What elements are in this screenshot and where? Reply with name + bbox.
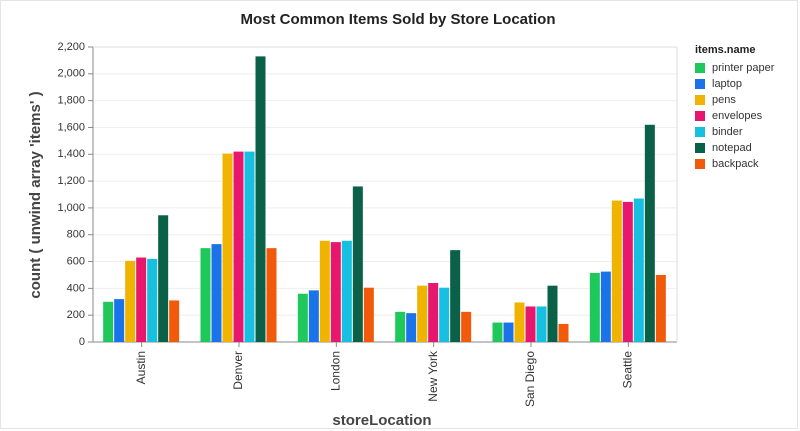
bar	[341, 240, 352, 342]
chart-title: Most Common Items Sold by Store Location	[240, 11, 555, 28]
legend-label: laptop	[712, 78, 742, 90]
y-tick-label: 0	[79, 336, 85, 348]
legend-swatch	[695, 95, 705, 105]
legend-label: binder	[712, 126, 743, 138]
bar	[330, 242, 341, 342]
bar	[461, 311, 472, 342]
bar	[363, 287, 374, 342]
y-tick-label: 200	[67, 309, 85, 321]
bar	[266, 248, 277, 342]
legend-title: items.name	[695, 44, 756, 56]
bar	[558, 323, 569, 342]
bar	[589, 272, 600, 342]
bar	[428, 283, 439, 342]
legend-label: notepad	[712, 142, 752, 154]
bar	[352, 186, 363, 342]
legend-swatch	[695, 127, 705, 137]
y-axis-title: count ( unwind array 'items' )	[27, 91, 44, 298]
bar	[633, 198, 644, 342]
bar	[103, 301, 114, 342]
bar	[233, 151, 244, 342]
y-tick-label: 1,600	[57, 121, 85, 133]
y-tick-label: 2,200	[57, 41, 85, 53]
bar	[308, 290, 319, 342]
x-tick-label: New York	[426, 350, 440, 402]
y-tick-label: 400	[67, 282, 85, 294]
legend-swatch	[695, 79, 705, 89]
legend-swatch	[695, 111, 705, 121]
legend-label: printer paper	[712, 62, 775, 74]
bar	[244, 151, 255, 342]
bar	[222, 153, 233, 342]
legend-swatch	[695, 143, 705, 153]
legend-swatch	[695, 159, 705, 169]
y-tick-label: 2,000	[57, 68, 85, 80]
y-tick-label: 600	[67, 255, 85, 267]
bar	[492, 322, 503, 342]
bar	[114, 299, 125, 342]
bar	[255, 56, 266, 343]
bar	[297, 293, 308, 342]
bar	[514, 302, 525, 342]
bar	[450, 250, 461, 342]
bar	[655, 274, 666, 342]
bar	[319, 240, 330, 342]
bar	[644, 124, 655, 342]
x-tick-label: Denver	[231, 351, 245, 390]
bar	[158, 215, 169, 342]
bar	[611, 200, 622, 342]
bar	[622, 201, 633, 342]
x-tick-label: Austin	[134, 351, 148, 384]
y-tick-label: 1,200	[57, 175, 85, 187]
x-tick-label: San Diego	[523, 351, 537, 407]
bar	[406, 313, 417, 342]
y-tick-label: 1,800	[57, 95, 85, 107]
y-tick-label: 800	[67, 229, 85, 241]
x-tick-label: Seattle	[621, 351, 635, 389]
legend-label: envelopes	[712, 110, 763, 122]
bar	[525, 306, 536, 342]
legend-swatch	[695, 63, 705, 73]
bar	[136, 257, 147, 342]
bar	[536, 306, 547, 342]
x-tick-label: London	[329, 351, 343, 391]
bar	[503, 322, 514, 342]
bar	[211, 244, 222, 342]
bar	[439, 287, 450, 342]
legend-label: pens	[712, 94, 736, 106]
bar	[417, 285, 428, 342]
bar	[147, 258, 158, 342]
y-tick-label: 1,000	[57, 202, 85, 214]
legend-label: backpack	[712, 158, 759, 170]
bar	[200, 248, 211, 342]
bar	[547, 285, 558, 342]
x-axis-title: storeLocation	[332, 412, 431, 429]
bar	[125, 260, 136, 342]
bar	[395, 311, 406, 342]
bar	[600, 271, 611, 342]
y-tick-label: 1,400	[57, 148, 85, 160]
bar	[169, 300, 180, 342]
